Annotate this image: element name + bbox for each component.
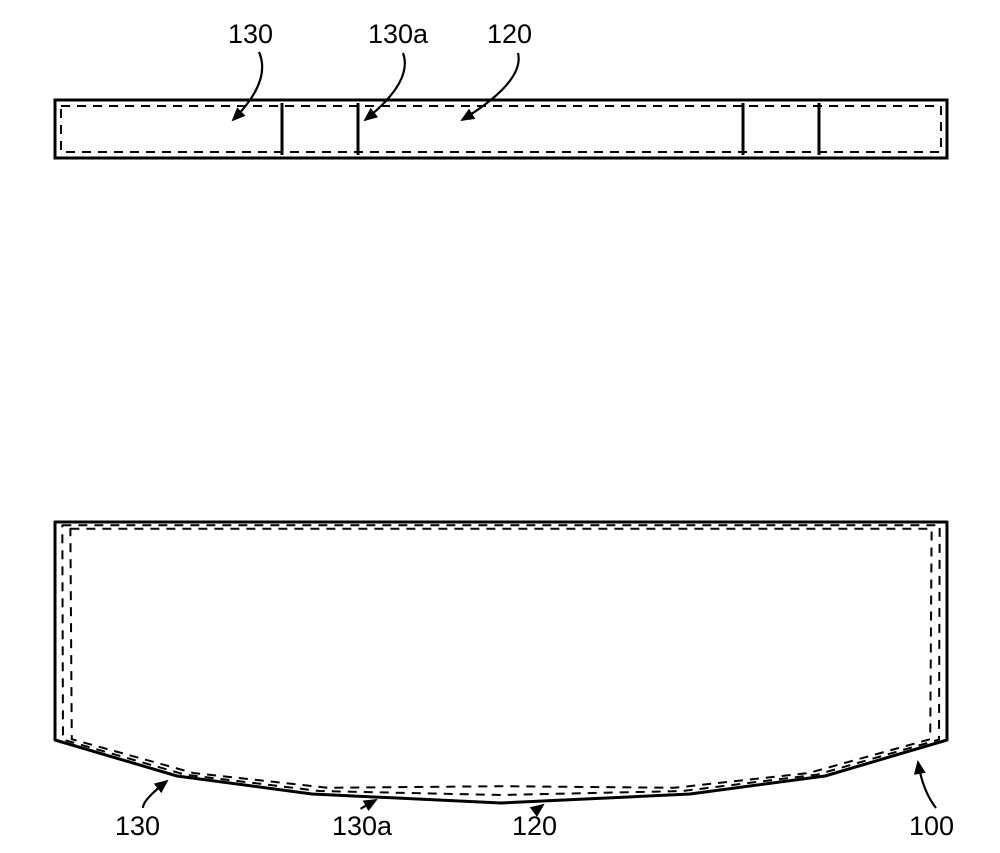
leader-130a	[365, 53, 405, 120]
bottom-figure: 130 130a 120 100	[55, 522, 954, 841]
leader-120	[462, 53, 519, 120]
leader-130	[233, 52, 262, 120]
bottom-outer	[55, 522, 947, 803]
label-130a: 130a	[332, 811, 393, 841]
leader-130a	[361, 800, 376, 808]
label-120: 120	[487, 19, 532, 49]
top-dashed	[61, 106, 941, 152]
top-figure: 130 130a 120	[55, 19, 947, 158]
bottom-dashed-0	[62, 525, 939, 795]
top-outer	[55, 100, 947, 158]
label-130: 130	[115, 811, 160, 841]
leader-100	[918, 762, 936, 808]
label-120: 120	[512, 811, 557, 841]
leader-130	[143, 781, 167, 808]
label-100: 100	[909, 811, 954, 841]
label-130: 130	[228, 19, 273, 49]
bottom-dashed-1	[70, 529, 931, 788]
label-130a: 130a	[368, 19, 429, 49]
leader-120	[537, 805, 543, 810]
